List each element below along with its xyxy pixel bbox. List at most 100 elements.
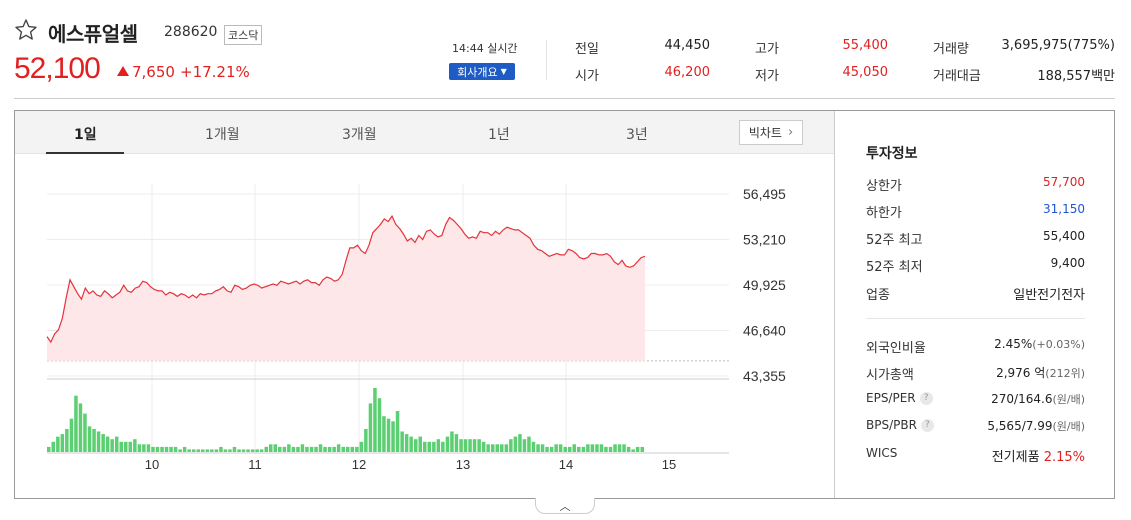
info-value-upper-limit: 57,700 <box>1043 175 1085 189</box>
volume-bar <box>250 449 255 452</box>
volume-bar <box>56 436 60 452</box>
bps-pbr-label: BPS/PBR <box>866 418 917 432</box>
volume-bar <box>92 429 96 452</box>
volume-bar <box>259 449 264 452</box>
company-overview-button[interactable]: 회사개요 ▼ <box>449 63 515 80</box>
chevron-right-icon: › <box>787 125 794 140</box>
volume-bar <box>133 439 137 452</box>
quote-value-trade-value: 188,557백만 <box>1037 69 1115 84</box>
big-chart-button[interactable]: 빅차트 › <box>739 120 803 145</box>
volume-bar <box>187 449 191 452</box>
up-triangle-icon <box>117 66 129 76</box>
volume-bar <box>536 444 540 452</box>
volume-bar <box>74 395 78 452</box>
volume-bar <box>228 449 232 452</box>
volume-bar <box>305 446 309 452</box>
volume-bar <box>608 446 613 452</box>
info-value-wics[interactable]: 전기제품 2.15% <box>945 446 1085 465</box>
volume-bar <box>554 444 558 452</box>
period-tabs <box>15 111 834 154</box>
eps-per-unit: (원/배) <box>1052 393 1085 406</box>
collapse-button[interactable]: ︿ <box>535 498 595 514</box>
foreign-ratio-change: (+0.03%) <box>1032 338 1085 351</box>
price-change-percent: +17.21% <box>180 63 250 81</box>
volume-bar <box>196 449 200 452</box>
info-label-sector: 업종 <box>866 288 890 303</box>
volume-bar <box>314 446 318 452</box>
volume-bar <box>214 449 219 452</box>
volume-bar <box>463 439 468 452</box>
volume-bar <box>223 449 228 452</box>
volume-bar <box>626 446 631 452</box>
volume-bar <box>160 446 164 452</box>
volume-bar <box>491 444 495 452</box>
volume-bar <box>500 444 504 452</box>
volume-bar <box>300 444 305 452</box>
volume-bar <box>409 436 413 452</box>
info-value-sector[interactable]: 일반전기전자 <box>1013 288 1085 303</box>
volume-bar <box>119 441 123 452</box>
price-area <box>47 216 645 361</box>
volume-bar <box>78 403 83 452</box>
intraday-chart[interactable]: 56,495 53,210 49,925 46,640 43,355 10 11 12 13 14… <box>15 154 834 498</box>
favorite-star-icon[interactable] <box>14 18 38 42</box>
volume-bar <box>522 439 527 452</box>
volume-bar <box>368 403 373 452</box>
tab-3y[interactable]: 3년 <box>626 127 648 143</box>
volume-bar <box>581 446 586 452</box>
volume-bar <box>232 446 237 452</box>
info-label-bps-pbr: BPS/PBR? <box>866 418 934 432</box>
volume-bar <box>241 449 246 452</box>
x-tick-label: 14 <box>559 457 573 472</box>
volume-bar <box>472 439 477 452</box>
x-tick-label: 15 <box>662 457 676 472</box>
volume-bar <box>427 441 431 452</box>
volume-bar <box>423 441 427 452</box>
tab-1y[interactable]: 1년 <box>488 127 510 143</box>
help-icon[interactable]: ? <box>920 419 934 432</box>
info-value-bps-pbr: 5,565/7.99(원/배) <box>945 418 1085 434</box>
volume-bar <box>418 436 422 452</box>
volume-bar <box>87 426 92 452</box>
wics-sector: 전기제품 <box>991 450 1040 465</box>
volume-bar <box>318 444 323 452</box>
volume-bar <box>590 444 595 452</box>
tab-1d[interactable]: 1일 <box>74 127 97 143</box>
tab-3m[interactable]: 3개월 <box>342 127 377 143</box>
volume-bar <box>432 441 436 452</box>
volume-bar <box>481 441 486 452</box>
quote-label-prev-close: 전일 <box>575 42 599 57</box>
y-tick-label: 53,210 <box>743 232 786 248</box>
volume-bar <box>210 449 214 452</box>
volume-bar <box>513 436 518 452</box>
y-tick-label: 56,495 <box>743 186 786 202</box>
volume-bar <box>65 429 69 452</box>
volume-bar <box>459 439 463 452</box>
volume-bar <box>51 441 55 452</box>
quote-value-low: 45,050 <box>842 65 889 80</box>
tab-1m[interactable]: 1개월 <box>205 127 240 143</box>
market-badge: 코스닥 <box>224 25 263 45</box>
stock-name: 에스퓨얼셀 <box>48 22 138 46</box>
volume-bar <box>101 434 105 452</box>
info-label-52w-low: 52주 최저 <box>866 260 923 275</box>
volume-bar <box>192 449 196 452</box>
volume-bar <box>323 446 327 452</box>
big-chart-label: 빅차트 <box>748 126 782 140</box>
volume-bar <box>264 446 268 452</box>
volume-bar <box>568 446 572 452</box>
volume-bar <box>246 449 250 452</box>
quote-value-high: 55,400 <box>842 38 889 53</box>
volume-bar <box>309 446 314 452</box>
divider <box>834 111 835 498</box>
help-icon[interactable]: ? <box>919 392 933 405</box>
quote-label-low: 저가 <box>755 69 779 84</box>
volume-bar <box>395 411 400 452</box>
volume-bar <box>355 446 359 452</box>
volume-bar <box>545 446 549 452</box>
info-label-52w-high: 52주 최고 <box>866 233 923 248</box>
volume-bar <box>613 444 617 452</box>
x-tick-label: 11 <box>248 457 262 472</box>
volume-bar <box>445 436 450 452</box>
info-label-wics: WICS <box>866 446 898 460</box>
